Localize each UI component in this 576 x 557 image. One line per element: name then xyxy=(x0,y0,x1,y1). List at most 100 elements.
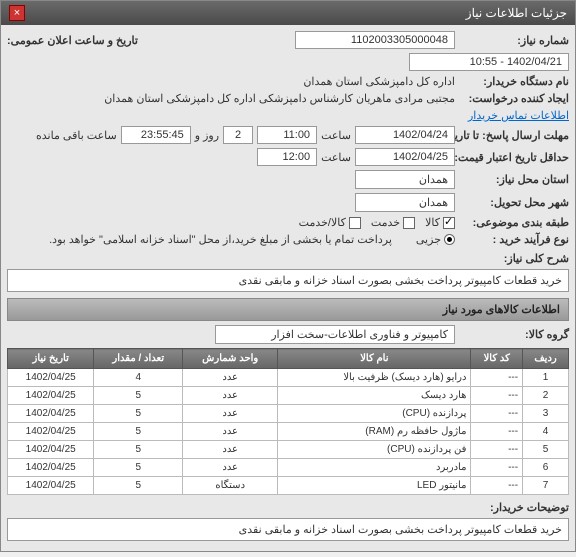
cell-code: --- xyxy=(471,423,523,441)
window-title: جزئیات اطلاعات نیاز xyxy=(466,6,567,20)
reply-deadline-label: مهلت ارسال پاسخ: تا تاریخ: xyxy=(459,129,569,142)
cat-goods-service-check[interactable]: کالا/خدمت xyxy=(299,216,361,229)
cell-name: مانیتور LED xyxy=(278,477,471,495)
remaining-time-field: 23:55:45 xyxy=(121,126,191,144)
titlebar: جزئیات اطلاعات نیاز × xyxy=(1,1,575,25)
cell-date: 1402/04/25 xyxy=(8,459,94,477)
buyer-note-box: خرید قطعات کامپیوتر پرداخت بخشی بصورت اس… xyxy=(7,518,569,541)
checkbox-icon xyxy=(403,217,415,229)
validity-time-field: 12:00 xyxy=(257,148,317,166)
cell-date: 1402/04/25 xyxy=(8,369,94,387)
cell-code: --- xyxy=(471,405,523,423)
cell-qty: 5 xyxy=(94,477,183,495)
checkbox-icon xyxy=(349,217,361,229)
th-unit: واحد شمارش xyxy=(183,349,278,369)
cat-service-label: خدمت xyxy=(371,216,400,229)
table-row: 7---مانیتور LEDدستگاه51402/04/25 xyxy=(8,477,569,495)
close-icon[interactable]: × xyxy=(9,5,25,21)
cell-code: --- xyxy=(471,387,523,405)
cell-code: --- xyxy=(471,369,523,387)
cell-qty: 5 xyxy=(94,459,183,477)
cat-service-check[interactable]: خدمت xyxy=(371,216,415,229)
proc-partial-label: جزیی xyxy=(416,233,441,246)
cell-name: هارد دیسک xyxy=(278,387,471,405)
table-row: 1---درایو (هارد دیسک) ظرفیت بالاعدد41402… xyxy=(8,369,569,387)
cat-goods-check[interactable]: کالا xyxy=(425,216,455,229)
creator-label: ایجاد کننده درخواست: xyxy=(459,92,569,105)
cat-goods-label: کالا xyxy=(425,216,440,229)
contact-link[interactable]: اطلاعات تماس خریدار xyxy=(468,109,569,122)
category-group: کالا خدمت کالا/خدمت xyxy=(299,216,455,229)
cell-unit: عدد xyxy=(183,369,278,387)
cell-name: مادربرد xyxy=(278,459,471,477)
days-remaining-field: 2 xyxy=(223,126,253,144)
deliver-loc-label: شهر محل تحویل: xyxy=(459,196,569,209)
goods-section-header: اطلاعات کالاهای مورد نیاز xyxy=(7,298,569,321)
desc-box: خرید قطعات کامپیوتر پرداخت بخشی بصورت اس… xyxy=(7,269,569,292)
th-date: تاریخ نیاز xyxy=(8,349,94,369)
checkbox-icon xyxy=(443,217,455,229)
cell-row: 3 xyxy=(523,405,569,423)
goods-table: ردیف کد کالا نام کالا واحد شمارش تعداد /… xyxy=(7,348,569,495)
need-number-label: شماره نیاز: xyxy=(459,34,569,47)
cell-row: 5 xyxy=(523,441,569,459)
goods-group-label: گروه کالا: xyxy=(459,328,569,341)
cell-row: 7 xyxy=(523,477,569,495)
buyer-org-label: نام دستگاه خریدار: xyxy=(459,75,569,88)
proc-partial-radio[interactable]: جزیی xyxy=(416,233,455,246)
cell-date: 1402/04/25 xyxy=(8,387,94,405)
buyer-org-value: اداره کل دامپزشکی استان همدان xyxy=(303,75,455,88)
need-number-field: 1102003305000048 xyxy=(295,31,455,49)
creator-value: مجتبی مرادی ماهریان کارشناس دامپزشکی ادا… xyxy=(104,92,455,105)
remaining-label: ساعت باقی مانده xyxy=(36,129,117,142)
cell-unit: عدد xyxy=(183,387,278,405)
announce-label: تاریخ و ساعت اعلان عمومی: xyxy=(7,34,138,47)
desc-label: شرح کلی نیاز: xyxy=(459,252,569,265)
cell-row: 6 xyxy=(523,459,569,477)
cell-row: 4 xyxy=(523,423,569,441)
cell-name: فن پردازنده (CPU) xyxy=(278,441,471,459)
table-row: 6---مادربردعدد51402/04/25 xyxy=(8,459,569,477)
cell-code: --- xyxy=(471,459,523,477)
content-area: شماره نیاز: 1102003305000048 تاریخ و ساع… xyxy=(1,25,575,551)
cell-code: --- xyxy=(471,441,523,459)
cell-qty: 5 xyxy=(94,423,183,441)
radio-icon xyxy=(444,234,455,245)
process-label: نوع فرآیند خرید : xyxy=(459,233,569,246)
need-loc-field: همدان xyxy=(355,170,455,189)
table-row: 3---پردازنده (CPU)عدد51402/04/25 xyxy=(8,405,569,423)
cell-row: 1 xyxy=(523,369,569,387)
cell-name: ماژول حافظه رم (RAM) xyxy=(278,423,471,441)
time-label-1: ساعت xyxy=(321,129,351,142)
announce-field: 1402/04/21 - 10:55 xyxy=(409,53,569,71)
buyer-note-label: توضیحات خریدار: xyxy=(459,501,569,514)
validity-label: حداقل تاریخ اعتبار قیمت: تا تاریخ: xyxy=(459,151,569,164)
cell-unit: عدد xyxy=(183,459,278,477)
category-label: طبقه بندی موضوعی: xyxy=(459,216,569,229)
cell-date: 1402/04/25 xyxy=(8,423,94,441)
cell-name: پردازنده (CPU) xyxy=(278,405,471,423)
table-row: 5---فن پردازنده (CPU)عدد51402/04/25 xyxy=(8,441,569,459)
th-row: ردیف xyxy=(523,349,569,369)
cell-qty: 5 xyxy=(94,387,183,405)
th-qty: تعداد / مقدار xyxy=(94,349,183,369)
cell-date: 1402/04/25 xyxy=(8,405,94,423)
cell-qty: 4 xyxy=(94,369,183,387)
table-row: 2---هارد دیسکعدد51402/04/25 xyxy=(8,387,569,405)
cat-goods-service-label: کالا/خدمت xyxy=(299,216,346,229)
table-header-row: ردیف کد کالا نام کالا واحد شمارش تعداد /… xyxy=(8,349,569,369)
cell-code: --- xyxy=(471,477,523,495)
cell-unit: عدد xyxy=(183,405,278,423)
proc-note: پرداخت تمام یا بخشی از مبلغ خرید،از محل … xyxy=(49,233,392,246)
cell-unit: عدد xyxy=(183,423,278,441)
cell-name: درایو (هارد دیسک) ظرفیت بالا xyxy=(278,369,471,387)
cell-qty: 5 xyxy=(94,441,183,459)
deliver-loc-field: همدان xyxy=(355,193,455,212)
time-label-2: ساعت xyxy=(321,151,351,164)
cell-date: 1402/04/25 xyxy=(8,441,94,459)
goods-group-field: کامپیوتر و فناوری اطلاعات-سخت افزار xyxy=(215,325,455,344)
days-label: روز و xyxy=(195,129,219,142)
need-loc-label: استان محل نیاز: xyxy=(459,173,569,186)
cell-unit: عدد xyxy=(183,441,278,459)
reply-date-field: 1402/04/24 xyxy=(355,126,455,144)
